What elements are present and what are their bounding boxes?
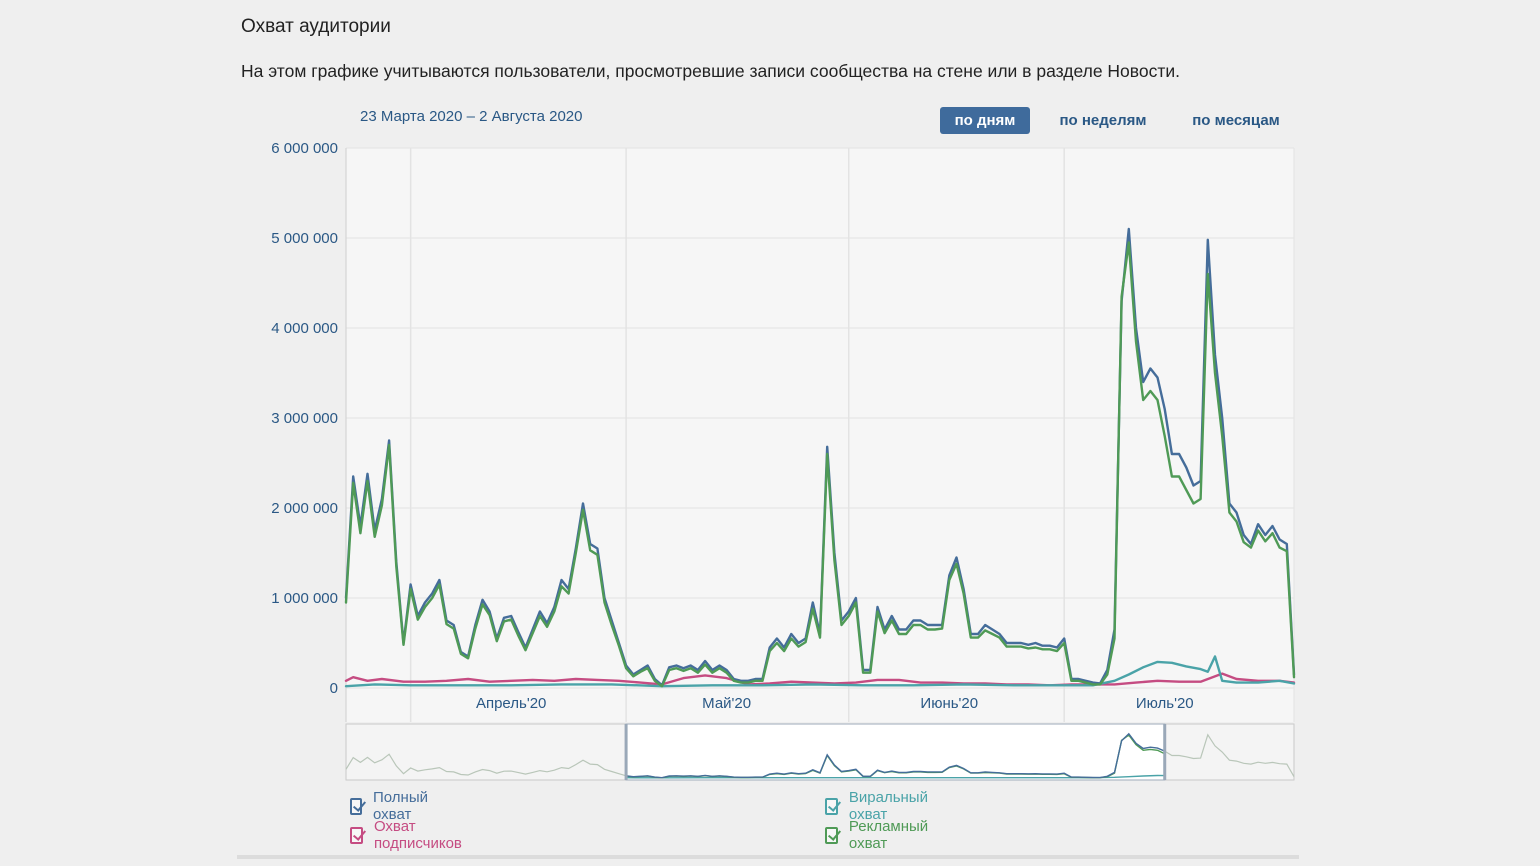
y-axis: 0 1 000 000 2 000 000 3 000 000 4 000 000 5 0… — [271, 140, 338, 697]
checkbox-checked-icon[interactable] — [350, 797, 362, 815]
legend-label: Рекламный охват — [848, 818, 929, 852]
series-line-viral — [344, 655, 1296, 688]
legend-label: Охват подписчиков — [373, 818, 462, 852]
x-tick-label: Июнь'20 — [920, 695, 978, 712]
legend-label: Виральный охват — [848, 789, 928, 823]
chart-series — [344, 227, 1296, 688]
y-tick-label: 6 000 000 — [271, 140, 338, 157]
legend-label: Полный охват — [373, 789, 428, 823]
date-range-picker[interactable]: 23 Марта 2020 – 2 Августа 2020 — [360, 108, 583, 125]
tab-by-days[interactable]: по дням — [940, 107, 1030, 134]
legend-total-reach[interactable]: Полный охват — [350, 789, 433, 823]
legend-subscriber-reach[interactable]: Охват подписчиков — [350, 818, 466, 852]
legend-ad-reach[interactable]: Рекламный охват — [825, 818, 932, 852]
series-line-subscribers — [344, 672, 1296, 687]
x-axis: Апрель'20 Май'20 Июнь'20 Июль'20 — [476, 695, 1194, 712]
y-tick-label: 1 000 000 — [271, 590, 338, 607]
series-line-ads — [344, 241, 1296, 688]
y-tick-label: 5 000 000 — [271, 230, 338, 247]
navigator-selected-line-total — [626, 732, 1165, 779]
page-title: Охват аудитории — [241, 16, 391, 37]
tab-by-months[interactable]: по месяцам — [1192, 112, 1280, 129]
navigator-handle-right[interactable] — [1163, 724, 1167, 780]
checkbox-checked-icon[interactable] — [825, 826, 838, 844]
y-tick-label: 2 000 000 — [271, 500, 338, 517]
page-description: На этом графике учитываются пользователи… — [241, 61, 1181, 81]
y-tick-label: 4 000 000 — [271, 320, 338, 337]
y-tick-label: 0 — [330, 680, 338, 697]
x-tick-label: Май'20 — [702, 695, 751, 712]
navigator-selection[interactable] — [625, 723, 1166, 781]
legend-viral-reach[interactable]: Виральный охват — [825, 789, 932, 823]
navigator-selected-line-viral — [626, 774, 1165, 779]
checkbox-checked-icon[interactable] — [825, 797, 838, 815]
range-navigator[interactable] — [345, 723, 1295, 781]
x-tick-label: Апрель'20 — [476, 695, 546, 712]
divider — [237, 855, 1299, 859]
x-tick-label: Июль'20 — [1136, 695, 1194, 712]
navigator-handle-left[interactable] — [624, 724, 628, 780]
tab-by-weeks[interactable]: по неделям — [1059, 112, 1147, 129]
checkbox-checked-icon[interactable] — [350, 826, 363, 844]
y-tick-label: 3 000 000 — [271, 410, 338, 427]
